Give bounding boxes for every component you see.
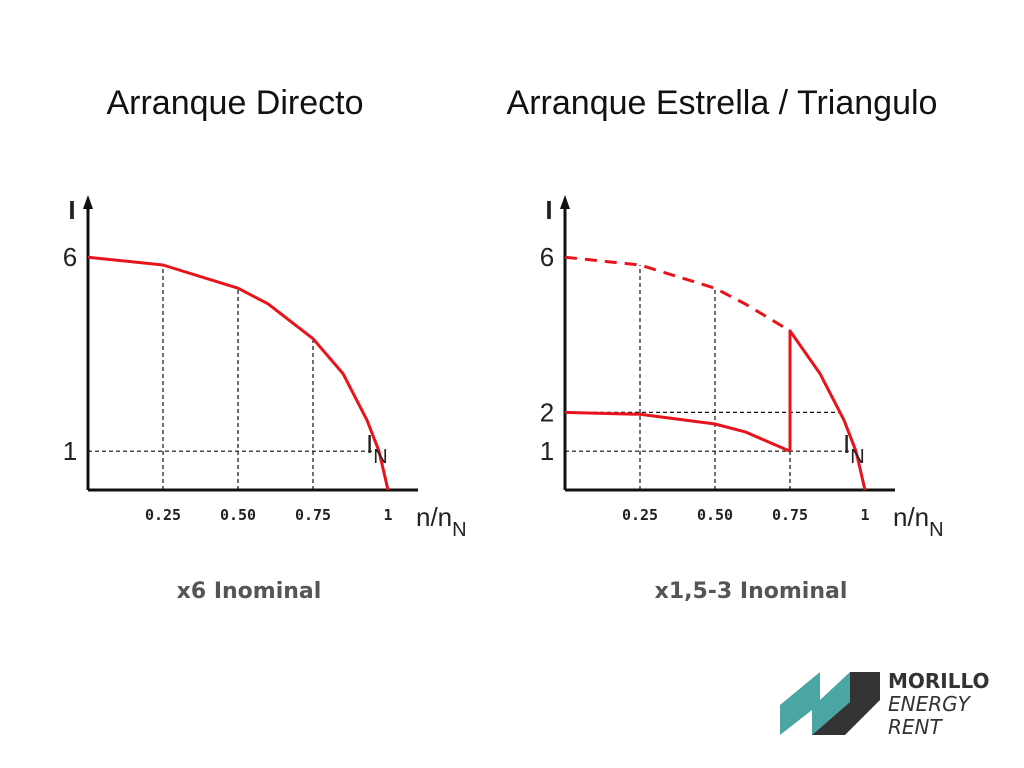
logo-text: RENT [888, 715, 943, 739]
y-axis-label: I [545, 195, 552, 225]
y-axis-label: I [68, 195, 75, 225]
chart-title: Arranque Directo [106, 84, 363, 122]
logo-text: MORILLO [888, 669, 990, 693]
logo: MORILLO ENERGY RENT [780, 669, 990, 739]
caption: x1,5-3 Inominal [655, 579, 848, 604]
y-axis-arrow [83, 195, 93, 209]
x-tick-label: 0.75 [772, 506, 808, 524]
x-tick-label: 0.50 [220, 506, 256, 524]
x-tick-label: 0.25 [145, 506, 181, 524]
x-axis-label: n/nN [893, 502, 944, 541]
x-tick-label: 1 [383, 506, 392, 524]
x-tick-label: 0.25 [622, 506, 658, 524]
annotation-main: I [843, 429, 850, 459]
x-tick-label: 0.75 [295, 506, 331, 524]
x-tick-label: 1 [860, 506, 869, 524]
annotation-sub: N [373, 446, 387, 468]
x-axis-label-sub: N [929, 519, 943, 541]
logo-mark [780, 672, 850, 735]
curve [564, 255, 791, 333]
chart-title: Arranque Estrella / Triangulo [507, 84, 938, 122]
curve [788, 329, 867, 491]
x-tick-label: 0.50 [697, 506, 733, 524]
y-tick-label: 1 [63, 436, 77, 466]
y-axis-arrow [560, 195, 570, 209]
curve [564, 410, 791, 453]
annotation-main: I [366, 429, 373, 459]
x-axis-label: n/nN [416, 502, 467, 541]
logo-text: ENERGY [888, 692, 972, 716]
y-tick-label: 6 [63, 242, 77, 272]
curve [87, 255, 390, 491]
y-tick-label: 2 [540, 397, 554, 427]
caption: x6 Inominal [177, 579, 322, 604]
y-tick-label: 1 [540, 436, 554, 466]
x-axis-label-main: n/n [893, 502, 929, 532]
x-axis-label-sub: N [452, 519, 466, 541]
annotation: IN [366, 429, 388, 468]
annotation: IN [843, 429, 865, 468]
y-tick-label: 6 [540, 242, 554, 272]
annotation-sub: N [850, 446, 864, 468]
logo-mark [812, 672, 880, 735]
x-axis-label-main: n/n [416, 502, 452, 532]
